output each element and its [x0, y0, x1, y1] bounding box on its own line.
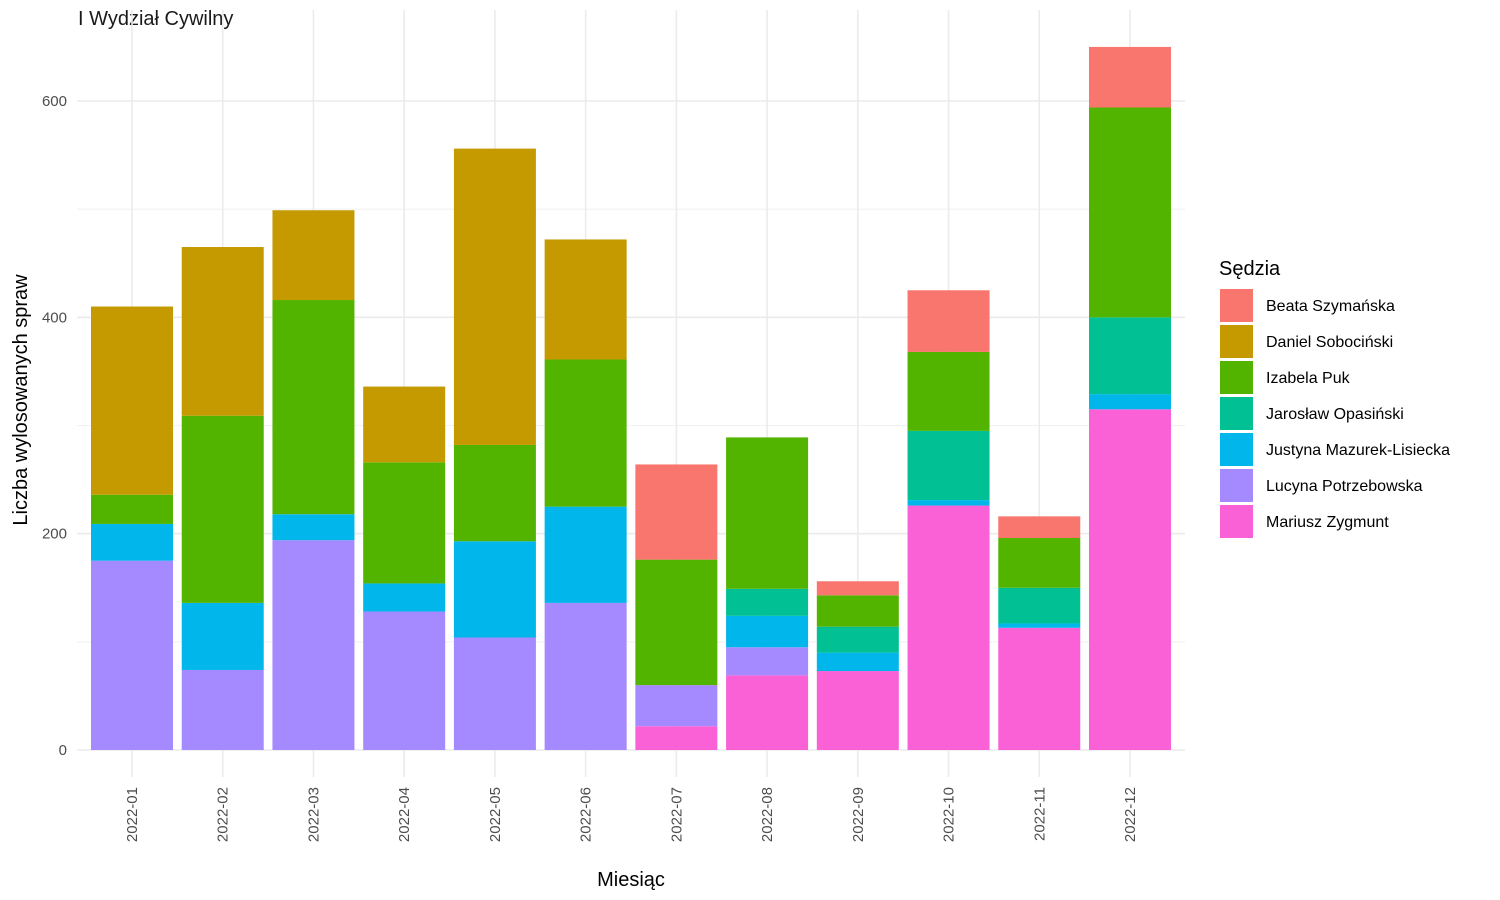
bar-segment [816, 595, 899, 627]
x-axis-title: Miesiąc [597, 869, 665, 891]
x-tick-label: 2022-09 [850, 787, 867, 842]
legend-swatch [1220, 361, 1253, 394]
x-tick-label: 2022-03 [305, 787, 322, 842]
x-tick-label: 2022-04 [396, 787, 413, 842]
x-tick-label: 2022-02 [215, 787, 232, 842]
x-tick-label: 2022-10 [941, 787, 958, 842]
legend-swatch [1220, 325, 1253, 358]
legend-label: Lucyna Potrzebowska [1266, 478, 1423, 495]
legend-swatch [1220, 289, 1253, 322]
bar-segment [363, 583, 446, 612]
bar-segment [453, 637, 536, 750]
bar-segment [635, 464, 718, 560]
x-tick-label: 2022-01 [124, 787, 141, 842]
x-tick-label: 2022-05 [487, 787, 504, 842]
bar-segment [272, 210, 355, 301]
bar-segment [635, 685, 718, 727]
x-tick-label: 2022-12 [1122, 787, 1139, 842]
bar-segment [181, 669, 264, 750]
x-tick-label: 2022-07 [668, 787, 685, 842]
y-tick-label: 400 [42, 309, 67, 326]
bar-segment [726, 615, 809, 648]
bar-segment [91, 306, 173, 495]
legend-label: Mariusz Zygmunt [1266, 514, 1389, 531]
legend-title: Sędzia [1219, 258, 1281, 280]
bar-segment [91, 523, 173, 561]
bar-segment [181, 602, 264, 670]
bar-segment [363, 611, 446, 750]
y-tick-label: 600 [42, 93, 67, 110]
bar-segment [1089, 409, 1171, 750]
bars [91, 46, 1171, 750]
legend-label: Justyna Mazurek-Lisiecka [1266, 442, 1450, 459]
legend-label: Jarosław Opasiński [1266, 406, 1404, 423]
bar-segment [453, 444, 536, 542]
bar-segment [907, 505, 990, 750]
bar-segment [998, 623, 1081, 628]
bar-segment [181, 415, 264, 603]
x-axis-ticks: 2022-01 2022-02 2022-03 2022-04 2022-05 2022-… [124, 787, 1139, 842]
bar-segment [1089, 46, 1171, 108]
legend-label: Beata Szymańska [1266, 298, 1395, 315]
bar-segment [1089, 317, 1171, 395]
bar-segment [544, 602, 627, 750]
bar-segment [272, 300, 355, 515]
bar-segment [91, 494, 173, 524]
bar-segment [363, 386, 446, 463]
bar-segment [998, 627, 1081, 750]
bar-segment [726, 588, 809, 616]
bar-segment [635, 559, 718, 686]
y-tick-label: 200 [42, 526, 67, 543]
bar-segment [272, 514, 355, 541]
y-axis-title: Liczba wylosowanych spraw [10, 274, 32, 526]
bar-segment [726, 647, 809, 676]
legend-label: Daniel Sobociński [1266, 334, 1393, 351]
legend-swatch [1220, 433, 1253, 466]
bar-segment [635, 726, 718, 750]
bar-segment [181, 247, 264, 416]
bar-segment [907, 430, 990, 501]
bar-segment [998, 516, 1081, 538]
bar-segment [544, 239, 627, 360]
bar-segment [272, 540, 355, 750]
y-tick-label: 0 [59, 742, 67, 759]
x-tick-label: 2022-06 [578, 787, 595, 842]
bar-segment [907, 500, 990, 506]
bar-segment [907, 351, 990, 431]
bar-segment [816, 581, 899, 596]
bar-segment [816, 671, 899, 750]
legend-label: Izabela Puk [1266, 370, 1351, 387]
legend-swatch [1220, 397, 1253, 430]
legend: Beata Szymańska Daniel Sobociński Izabela … [1220, 289, 1450, 538]
bar-segment [1089, 394, 1171, 410]
chart-title: I Wydział Cywilny [78, 8, 234, 30]
legend-swatch [1220, 505, 1253, 538]
legend-swatch [1220, 469, 1253, 502]
bar-segment [816, 626, 899, 653]
bar-segment [453, 541, 536, 638]
bar-segment [91, 560, 173, 750]
bar-segment [726, 437, 809, 589]
bar-segment [816, 652, 899, 672]
bar-segment [998, 587, 1081, 624]
bar-segment [998, 537, 1081, 588]
bar-segment [363, 462, 446, 584]
bar-segment [453, 148, 536, 445]
bar-segment [726, 675, 809, 750]
x-tick-label: 2022-08 [759, 787, 776, 842]
bar-segment [1089, 107, 1171, 318]
bar-segment [544, 506, 627, 603]
y-axis-ticks: 0 200 400 600 [42, 93, 67, 759]
bar-segment [907, 290, 990, 352]
bar-segment [544, 359, 627, 507]
x-tick-label: 2022-11 [1031, 787, 1048, 841]
